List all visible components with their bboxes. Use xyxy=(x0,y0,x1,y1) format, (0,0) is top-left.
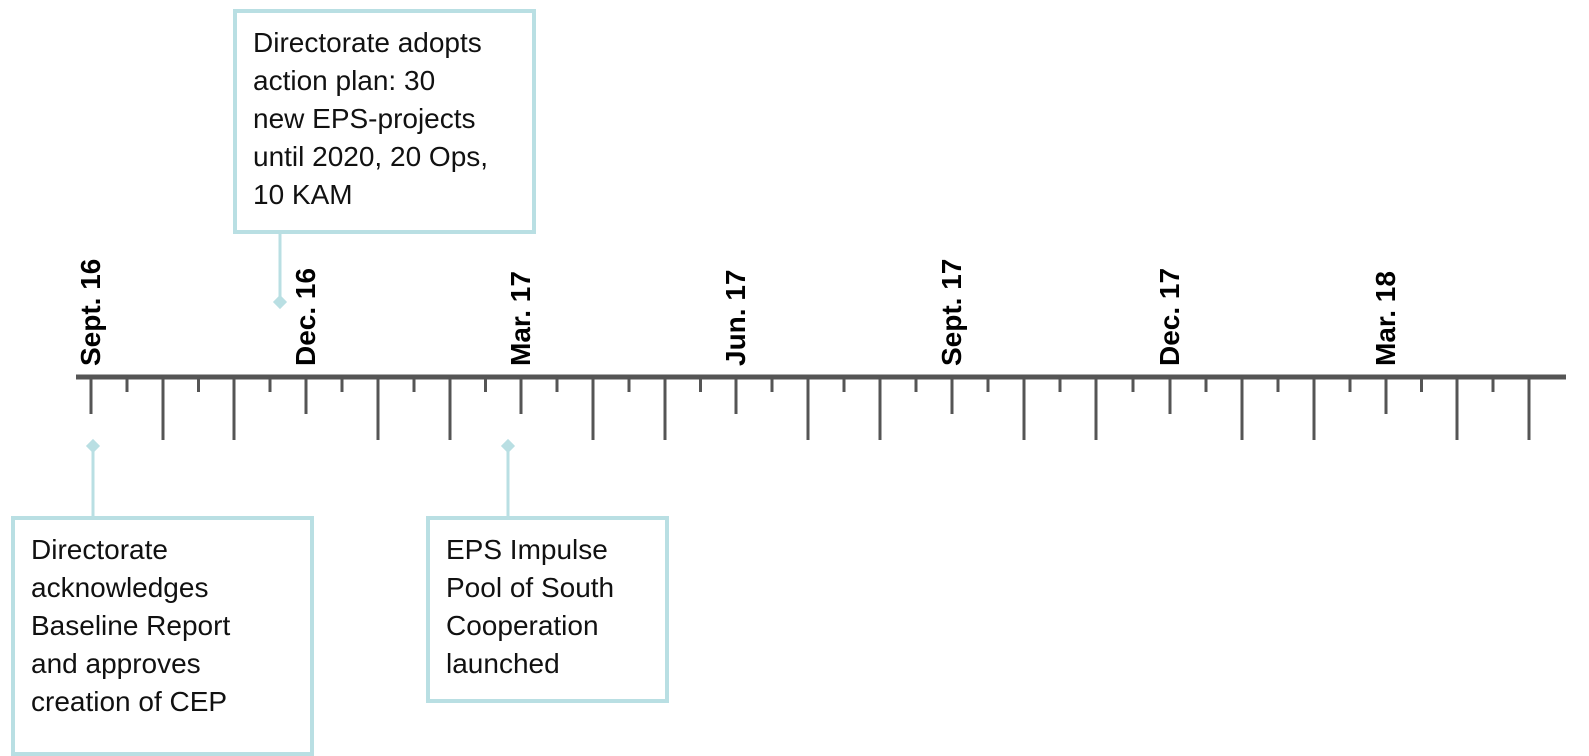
event-marker-3 xyxy=(500,438,516,454)
event-box-eps-impulse-pool: EPS Impulse Pool of South Cooperation la… xyxy=(426,516,669,703)
labels-layer: Sept. 16 Dec. 16 Mar. 17 Jun. 17 Sept. 17 Dec… xyxy=(75,259,1401,366)
event-box-directorate-adopts: Directorate adopts action plan: 30 new E… xyxy=(233,9,536,234)
tick-label: Mar. 17 xyxy=(505,271,536,366)
tick-label: Jun. 17 xyxy=(720,270,751,366)
tick-label: Sept. 16 xyxy=(75,259,106,366)
connectors-layer xyxy=(85,232,516,516)
event-marker-1 xyxy=(85,438,101,454)
event-text: EPS Impulse Pool of South Cooperation la… xyxy=(446,534,615,679)
ticks-layer xyxy=(89,377,1531,440)
tick-label: Sept. 17 xyxy=(936,259,967,366)
event-marker-2 xyxy=(272,294,288,310)
tick-label: Dec. 17 xyxy=(1154,268,1185,366)
event-text: Directorate acknowledges Baseline Report… xyxy=(31,534,231,717)
event-box-directorate-acknowledges: Directorate acknowledges Baseline Report… xyxy=(11,516,314,756)
tick-label: Mar. 18 xyxy=(1370,271,1401,366)
event-text: Directorate adopts action plan: 30 new E… xyxy=(253,27,489,210)
tick-label: Dec. 16 xyxy=(290,268,321,366)
